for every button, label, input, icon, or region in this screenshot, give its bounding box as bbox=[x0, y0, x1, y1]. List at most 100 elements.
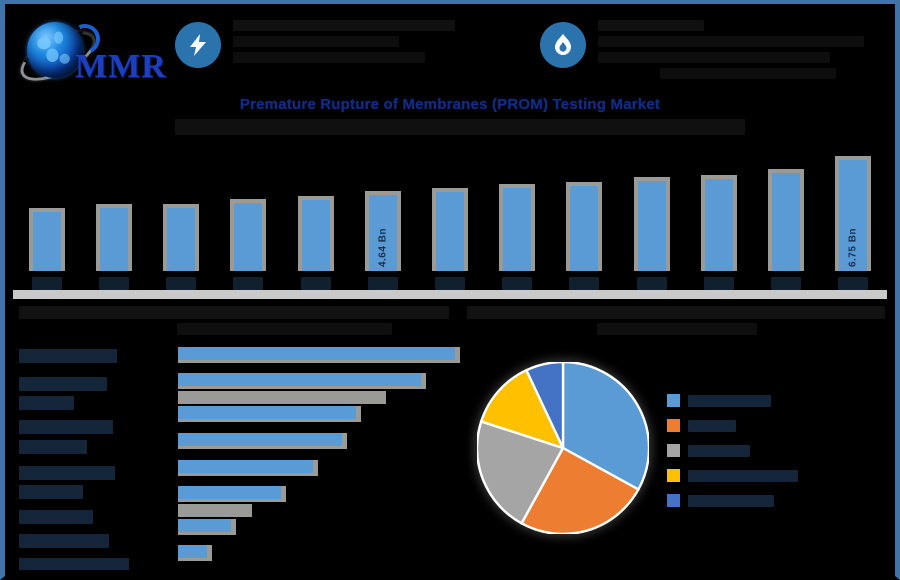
legend-item bbox=[667, 438, 882, 463]
page-subtitle bbox=[175, 119, 745, 135]
column-value-label: 4.64 Bn bbox=[377, 227, 389, 268]
segment-bar-fill bbox=[178, 406, 356, 419]
pie-slice bbox=[477, 419, 565, 525]
column-category-label bbox=[636, 277, 667, 290]
column-bar-fill bbox=[436, 192, 464, 271]
segment-bar-fill bbox=[178, 347, 455, 360]
legend-label bbox=[688, 469, 798, 482]
header-card-1-text bbox=[233, 20, 455, 68]
segment-bar bbox=[13, 504, 463, 517]
column-category-label bbox=[771, 277, 802, 290]
column-bar bbox=[700, 175, 737, 271]
legend-label bbox=[688, 494, 774, 507]
segment-bar-fill bbox=[178, 433, 342, 446]
segment-label bbox=[19, 485, 83, 499]
pie-slice bbox=[519, 446, 640, 534]
legend-item bbox=[667, 463, 882, 488]
column-bar-fill bbox=[167, 208, 196, 271]
column-category-label bbox=[367, 277, 398, 290]
column-bar-fill bbox=[301, 200, 330, 271]
column-category-label bbox=[703, 277, 734, 290]
column-bar-fill bbox=[637, 181, 666, 271]
segment-bar bbox=[13, 433, 463, 449]
column-bar-fill bbox=[368, 195, 397, 271]
column-category-label bbox=[838, 277, 869, 290]
pie-graphic bbox=[477, 362, 649, 534]
column-value-label: 6.75 Bn bbox=[847, 227, 859, 268]
segment-bar-chart bbox=[13, 344, 463, 576]
segment-bar-shadow bbox=[178, 391, 386, 404]
legend-label bbox=[688, 394, 771, 407]
segment-label bbox=[19, 396, 74, 410]
legend-item bbox=[667, 488, 882, 513]
pie-slice bbox=[561, 362, 649, 492]
segment-bar bbox=[13, 460, 463, 476]
column-category-label bbox=[502, 277, 533, 290]
legend-item bbox=[667, 413, 882, 438]
column-bar bbox=[499, 184, 536, 271]
pie-legend bbox=[667, 388, 882, 513]
poster-header: MMR bbox=[5, 4, 895, 96]
column-bar bbox=[432, 188, 468, 271]
legend-swatch bbox=[667, 419, 680, 432]
segment-bar-fill bbox=[178, 373, 421, 386]
segment-bar bbox=[13, 391, 463, 404]
segment-label bbox=[19, 349, 117, 363]
segment-bar-fill bbox=[178, 486, 281, 499]
legend-swatch bbox=[667, 444, 680, 457]
column-bar-fill bbox=[99, 208, 128, 271]
segment-bar-shadow bbox=[178, 504, 252, 517]
pie-slice bbox=[524, 362, 565, 449]
regional-pie-chart bbox=[467, 356, 887, 556]
section-header-right bbox=[467, 306, 887, 340]
chart-axis-line bbox=[13, 290, 887, 299]
segment-label bbox=[19, 466, 115, 480]
column-bar: 4.64 Bn bbox=[364, 191, 401, 271]
column-bar-fill bbox=[839, 160, 868, 271]
segment-label bbox=[19, 377, 107, 391]
segment-bar bbox=[13, 406, 463, 422]
column-category-label bbox=[569, 277, 600, 290]
column-bar-fill bbox=[772, 173, 801, 271]
column-bar bbox=[95, 204, 132, 271]
header-card-1 bbox=[175, 20, 505, 80]
column-bar bbox=[297, 196, 334, 271]
column-category-label bbox=[300, 277, 331, 290]
column-bar-fill bbox=[570, 186, 599, 271]
lightning-bolt-icon bbox=[175, 22, 221, 68]
globe-icon bbox=[27, 22, 83, 78]
header-card-2 bbox=[540, 20, 890, 80]
segment-bar bbox=[13, 519, 463, 535]
legend-swatch bbox=[667, 394, 680, 407]
legend-swatch bbox=[667, 494, 680, 507]
legend-label bbox=[688, 419, 736, 432]
segment-bar-fill bbox=[178, 460, 313, 473]
segment-bar bbox=[13, 486, 463, 502]
column-bar bbox=[768, 169, 805, 271]
segment-bar bbox=[13, 545, 463, 561]
column-bar-fill bbox=[32, 212, 61, 271]
legend-swatch bbox=[667, 469, 680, 482]
column-bar-fill bbox=[704, 179, 733, 271]
column-category-label bbox=[31, 277, 62, 290]
column-bar bbox=[163, 204, 200, 271]
segment-bar-fill bbox=[178, 545, 207, 558]
pie-slice bbox=[479, 368, 566, 451]
column-category-label bbox=[166, 277, 197, 290]
pie-slices bbox=[477, 362, 649, 534]
segment-bar bbox=[13, 347, 463, 363]
column-bar bbox=[633, 177, 670, 271]
column-bar: 6.75 Bn bbox=[835, 156, 872, 271]
column-bar bbox=[566, 182, 603, 271]
column-category-label bbox=[233, 277, 264, 290]
column-category-label bbox=[435, 277, 465, 290]
logo-wordmark: MMR bbox=[75, 48, 167, 85]
forecast-column-chart: 4.64 Bn 6.75 Bn bbox=[5, 134, 895, 299]
column-bar bbox=[28, 208, 65, 271]
legend-label bbox=[688, 444, 750, 457]
legend-item bbox=[667, 388, 882, 413]
bottom-gutter bbox=[5, 570, 895, 576]
header-card-2-text bbox=[598, 20, 864, 84]
column-bar-fill bbox=[234, 203, 263, 271]
